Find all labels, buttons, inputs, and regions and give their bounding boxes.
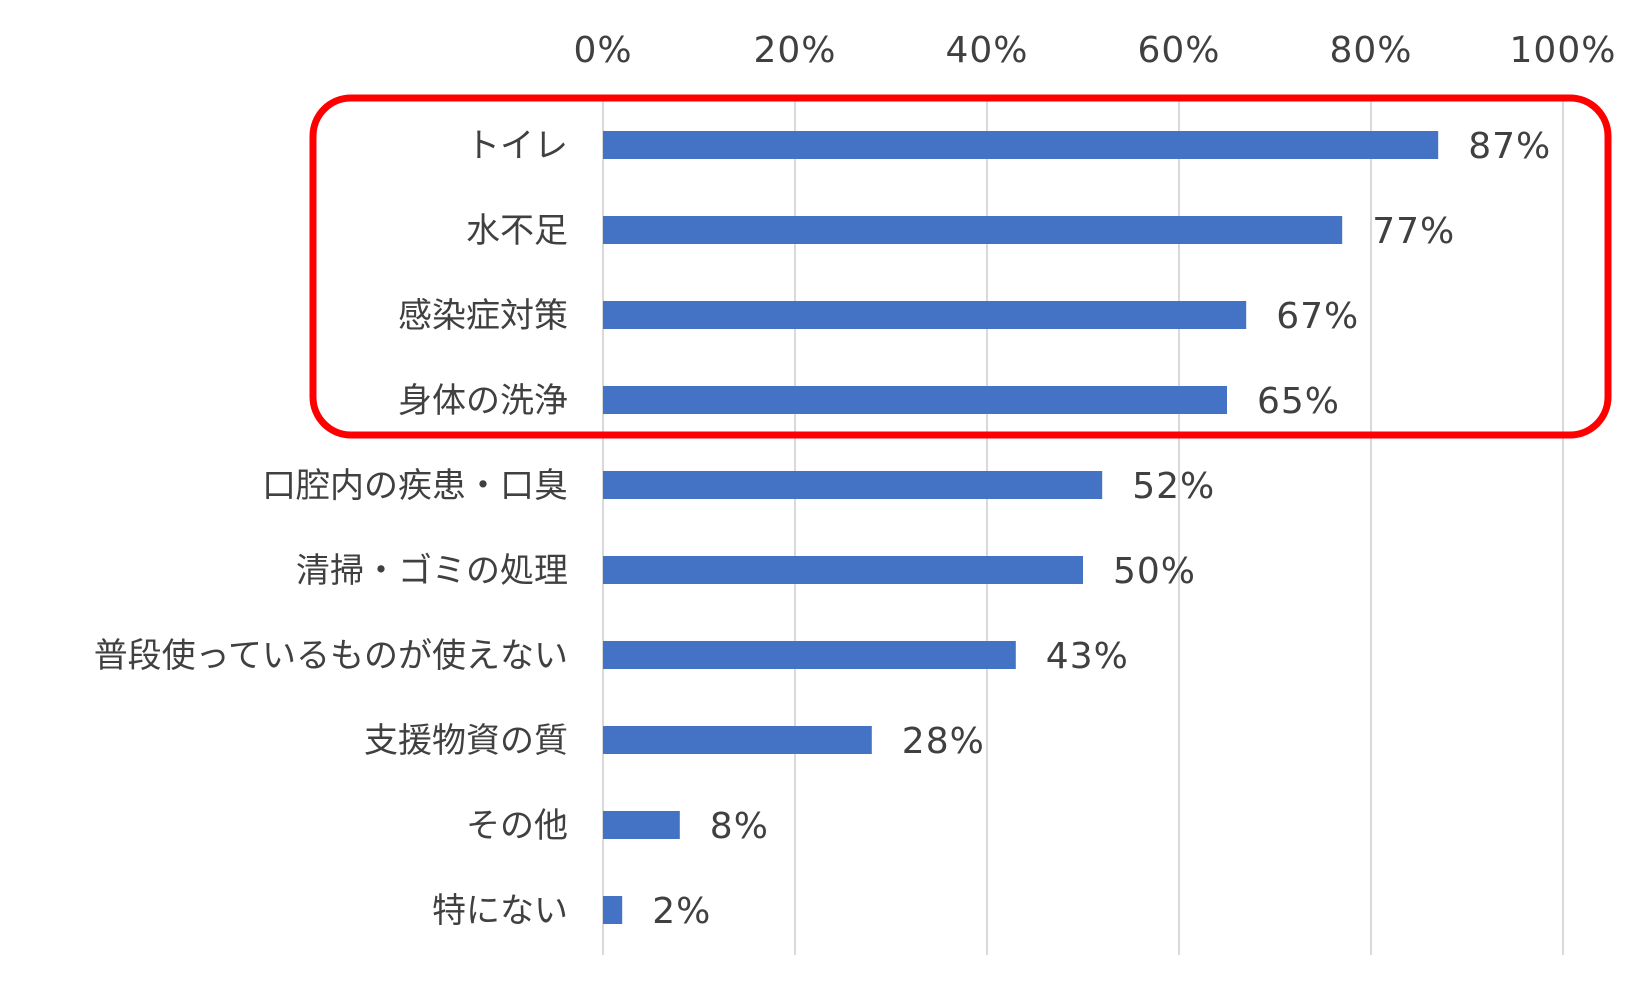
category-label: 特にない bbox=[432, 891, 568, 931]
x-tick-label: 80% bbox=[1329, 30, 1412, 71]
bar bbox=[603, 726, 872, 754]
data-label: 67% bbox=[1276, 296, 1359, 337]
bar bbox=[603, 131, 1439, 159]
bar bbox=[603, 641, 1016, 669]
bar bbox=[603, 811, 680, 839]
x-tick-label: 40% bbox=[945, 30, 1028, 71]
category-labels: トイレ水不足感染症対策身体の洗浄口腔内の疾患・口臭清掃・ゴミの処理普段使っている… bbox=[94, 126, 568, 931]
highlight-box bbox=[309, 94, 1612, 439]
data-label: 87% bbox=[1468, 126, 1551, 167]
bar bbox=[603, 216, 1343, 244]
category-label: その他 bbox=[466, 806, 568, 846]
data-label: 2% bbox=[652, 891, 711, 932]
category-label: 感染症対策 bbox=[398, 296, 568, 336]
data-label: 43% bbox=[1046, 636, 1129, 677]
bar bbox=[603, 301, 1247, 329]
data-label: 65% bbox=[1257, 381, 1340, 422]
data-label: 77% bbox=[1372, 211, 1455, 252]
category-label: 普段使っているものが使えない bbox=[94, 636, 568, 676]
data-label: 50% bbox=[1113, 551, 1196, 592]
category-label: 支援物資の質 bbox=[364, 721, 568, 761]
bar bbox=[603, 556, 1083, 584]
x-tick-label: 0% bbox=[573, 30, 632, 71]
highlight-outline bbox=[309, 94, 1612, 439]
data-label: 52% bbox=[1132, 466, 1215, 507]
x-tick-label: 20% bbox=[753, 30, 836, 71]
category-label: 清掃・ゴミの処理 bbox=[296, 551, 568, 591]
bar bbox=[603, 386, 1227, 414]
data-labels: 87% 77% 67% 65% 52% 50% 43% 28% 8% 2% bbox=[652, 126, 1551, 932]
x-tick-label: 60% bbox=[1137, 30, 1220, 71]
category-label: トイレ bbox=[466, 126, 568, 166]
bar bbox=[603, 896, 623, 924]
data-label: 28% bbox=[902, 721, 985, 762]
x-tick-label: 100% bbox=[1510, 30, 1617, 71]
category-label: 口腔内の疾患・口臭 bbox=[262, 466, 568, 506]
category-label: 身体の洗浄 bbox=[398, 381, 568, 421]
x-axis-tick-labels: 0% 20% 40% 60% 80% 100% bbox=[573, 30, 1617, 71]
bar bbox=[603, 471, 1103, 499]
bars bbox=[603, 131, 1439, 924]
category-label: 水不足 bbox=[466, 211, 568, 251]
data-label: 8% bbox=[710, 806, 769, 847]
